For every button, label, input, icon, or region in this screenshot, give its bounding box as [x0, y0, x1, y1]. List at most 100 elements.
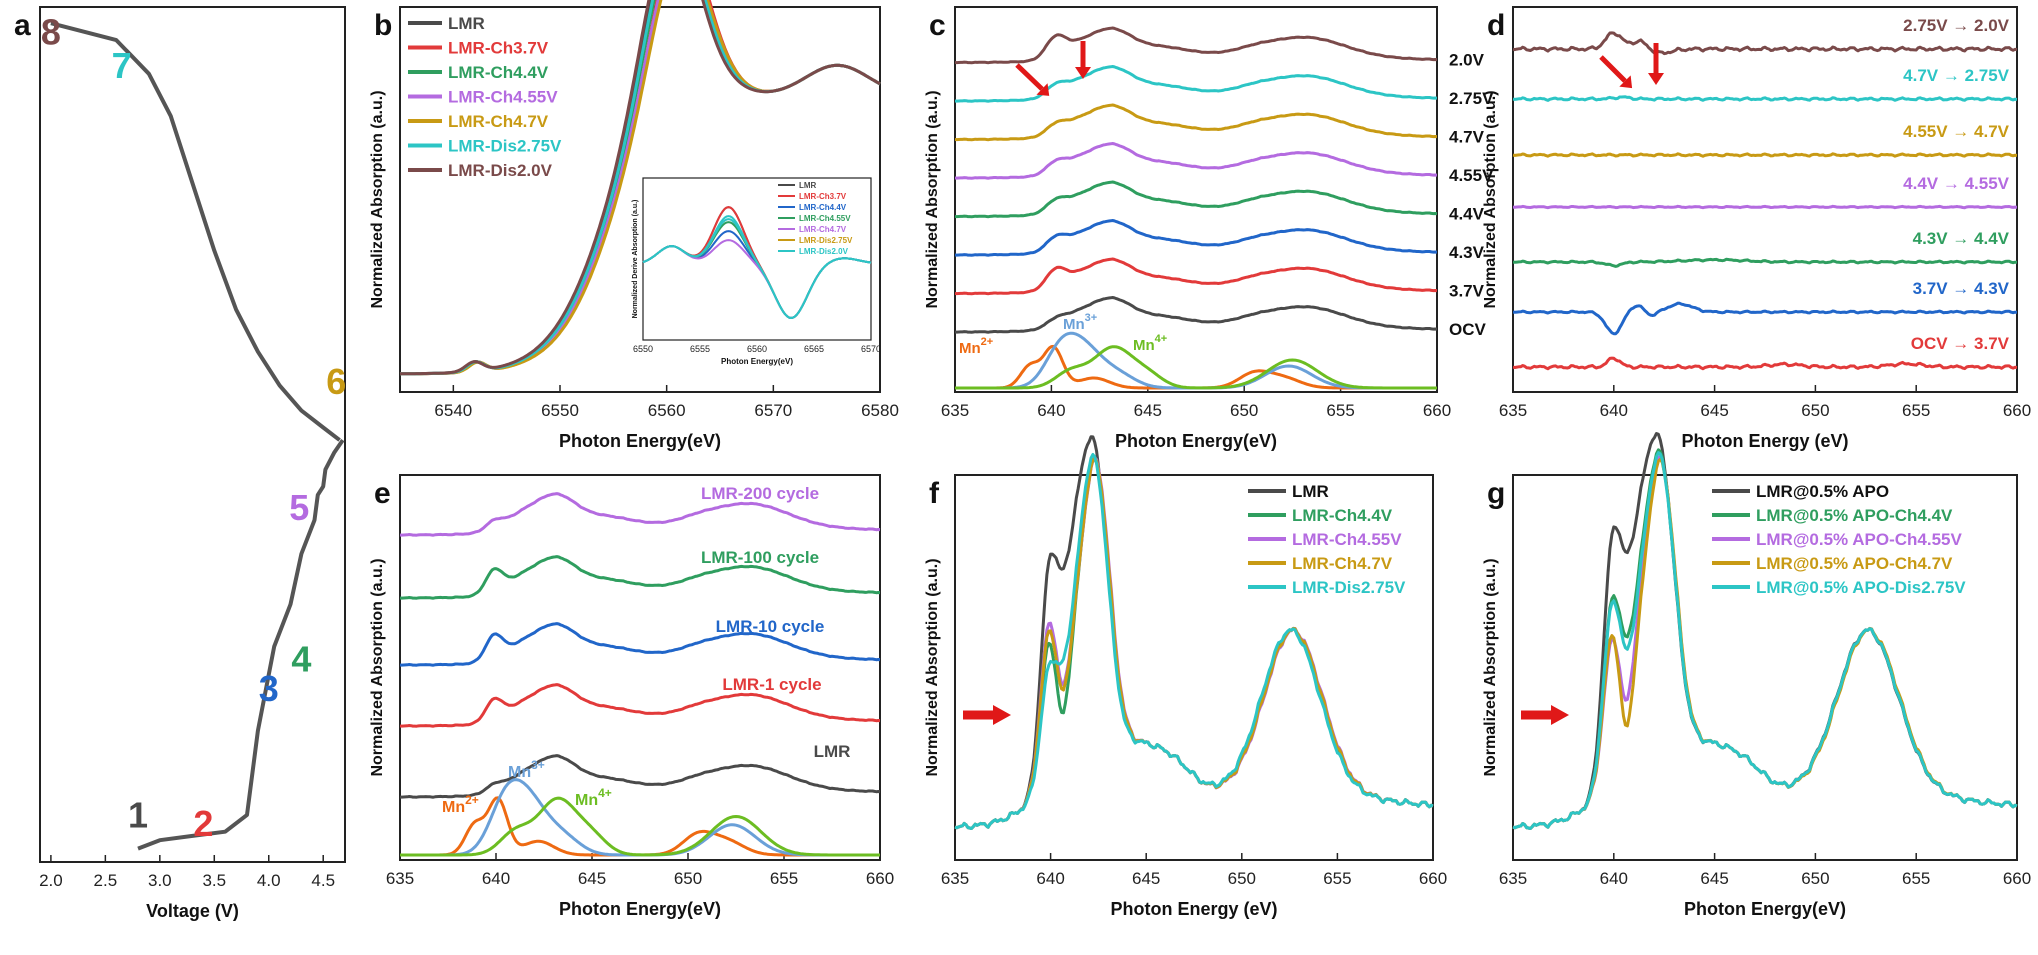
panel-label-a: a — [14, 9, 31, 42]
panel-f: f 635 640 645 650 655 660 Photon Energy (eV) Nor… — [924, 435, 1447, 919]
panel-label-c: c — [929, 9, 946, 42]
panel-label-e: e — [374, 477, 391, 510]
y-axis-label: Normalized Absorption (a.u.) — [924, 558, 941, 776]
x-axis-label: Voltage (V) — [146, 901, 239, 921]
panel-f-frame — [954, 474, 1434, 861]
reference-line-Mn3+ — [400, 778, 880, 857]
reference-label: Mn2+ — [442, 793, 479, 816]
legend-label: LMR — [1292, 482, 1329, 501]
reference-label-sup: 2+ — [981, 336, 994, 348]
legend-label: LMR-Ch3.7V — [448, 39, 549, 58]
x-tick-label: 2.0 — [39, 871, 63, 890]
series-line-4.3V — [954, 219, 1438, 257]
x-tick-label: 655 — [1326, 401, 1354, 420]
x-tick-label: 640 — [1600, 869, 1628, 888]
reference-line-Mn2+ — [955, 344, 1437, 390]
legend-label: LMR-Ch4.7V — [1292, 554, 1393, 573]
series-label: 4.7V → 2.75V — [1903, 66, 2010, 85]
x-axis-label: Photon Energy (eV) — [1110, 899, 1277, 919]
series-line-4.55V → 4.7V — [1512, 152, 2018, 158]
reference-label-sup: 2+ — [465, 793, 479, 807]
series-label: OCV → 3.7V — [1911, 334, 2010, 353]
panel-a-frame — [39, 6, 346, 863]
panel-c: c 635 640 645 650 655 660 Photon Energy(eV) Norm… — [924, 6, 1494, 451]
reference-label: Mn4+ — [1133, 333, 1167, 354]
point-label-8: 8 — [41, 11, 61, 52]
reference-line-Mn3+ — [955, 331, 1437, 390]
panel-d: d 635 640 645 650 655 660 Photon Energy (eV) Nor… — [1482, 6, 2031, 451]
inset-x-axis-label: Photon Energy(eV) — [721, 357, 793, 366]
panel-label-f: f — [929, 477, 940, 510]
legend-label: LMR-Dis2.0V — [448, 161, 553, 180]
x-tick-label: 3.5 — [202, 871, 226, 890]
x-tick-label: 645 — [1700, 869, 1728, 888]
series-label: 2.75V → 2.0V — [1903, 16, 2010, 35]
series-label: 3.7V — [1449, 282, 1485, 301]
arrow-indicator-2-head — [1648, 73, 1664, 85]
x-axis-label: Photon Energy(eV) — [559, 431, 721, 451]
x-axis-label: Photon Energy(eV) — [1684, 899, 1846, 919]
charge-curve — [137, 438, 345, 851]
x-tick-label: 655 — [770, 869, 798, 888]
arrow-indicator-1-head — [1036, 83, 1050, 96]
x-tick-label: 6540 — [434, 401, 472, 420]
inset-legend-label: LMR-Ch3.7V — [799, 192, 847, 201]
reference-label-base: Mn — [1063, 316, 1085, 333]
x-tick-label: 650 — [674, 869, 702, 888]
series-label: 4.3V — [1449, 243, 1485, 262]
series-line-4.4V — [954, 180, 1438, 219]
x-tick-label: 650 — [1801, 869, 1829, 888]
inset-legend-label: LMR-Dis2.75V — [799, 236, 853, 245]
x-axis-label: Photon Energy (eV) — [1681, 431, 1848, 451]
reference-label-base: Mn — [575, 792, 598, 809]
series-line-4.7V → 2.75V — [1512, 95, 2018, 102]
legend-label: LMR@0.5% APO-Ch4.55V — [1756, 530, 1962, 549]
inset-legend-label: LMR-Dis2.0V — [799, 247, 849, 256]
inset-legend-label: LMR-Ch4.4V — [799, 203, 847, 212]
x-tick-label: 6560 — [648, 401, 686, 420]
arrow-indicator-head — [1551, 705, 1569, 725]
x-tick-label: 655 — [1323, 869, 1351, 888]
x-tick-label: 4.0 — [257, 871, 281, 890]
series-line-4.4V → 4.55V — [1512, 204, 2018, 210]
series-line-2.75V — [954, 65, 1438, 103]
reference-label: Mn2+ — [959, 336, 993, 357]
x-axis-label: Photon Energy(eV) — [1115, 431, 1277, 451]
series-line-LMR-100 cycle — [399, 555, 881, 600]
series-line-OCV → 3.7V — [1512, 356, 2018, 371]
series-line-LMR@0.5% APO-Dis2.75V — [1512, 451, 2018, 830]
point-label-5: 5 — [289, 487, 309, 528]
panel-d-frame — [1512, 6, 2018, 393]
point-label-6: 6 — [326, 361, 346, 402]
x-tick-label: 2.5 — [94, 871, 118, 890]
point-label-2: 2 — [193, 803, 213, 844]
x-tick-label: 660 — [2003, 401, 2031, 420]
series-line-4.7V — [954, 103, 1438, 142]
legend-label: LMR-Ch4.55V — [448, 88, 558, 107]
inset-legend-label: LMR-Ch4.7V — [799, 225, 847, 234]
reference-label-sup: 3+ — [1085, 312, 1098, 324]
legend-label: LMR-Ch4.4V — [448, 63, 549, 82]
reference-label: Mn3+ — [1063, 312, 1097, 333]
x-tick-label: 645 — [1700, 401, 1728, 420]
arrow-indicator-2-head — [1075, 67, 1091, 79]
inset-x-tick-label: 6560 — [747, 344, 767, 354]
series-line-LMR-200 cycle — [399, 492, 881, 537]
series-line-LMR — [954, 435, 1434, 830]
x-tick-label: 650 — [1228, 869, 1256, 888]
reference-label: Mn3+ — [508, 758, 545, 781]
y-axis-label: Normalized Absorption (a.u.) — [369, 558, 386, 776]
x-tick-label: 650 — [1230, 401, 1258, 420]
series-line-3.7V → 4.3V — [1512, 301, 2018, 336]
x-tick-label: 640 — [1600, 401, 1628, 420]
legend-label: LMR-Ch4.55V — [1292, 530, 1402, 549]
legend-label: LMR-Dis2.75V — [1292, 578, 1406, 597]
point-label-4: 4 — [291, 639, 311, 680]
inset-x-tick-label: 6555 — [690, 344, 710, 354]
series-label: 2.0V — [1449, 51, 1485, 70]
panel-label-g: g — [1487, 477, 1505, 510]
legend-label: LMR-Dis2.75V — [448, 137, 562, 156]
panel-g: g 635 640 645 650 655 660 Photon Energy(eV) Norm… — [1482, 432, 2031, 919]
reference-line-Mn4+ — [955, 345, 1437, 390]
x-tick-label: 6570 — [754, 401, 792, 420]
